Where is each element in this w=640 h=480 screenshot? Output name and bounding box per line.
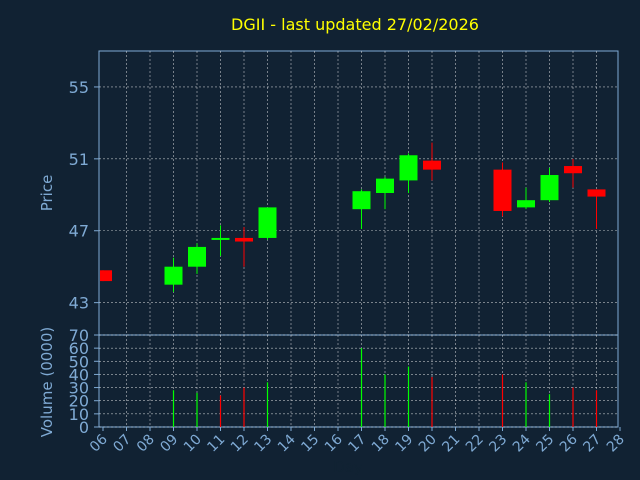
volume-tick-label: 50 [69, 352, 89, 371]
price-tick-label: 51 [69, 150, 89, 169]
candle-20 [423, 142, 441, 181]
x-tick-label: 18 [369, 432, 393, 456]
x-tick-label: 25 [533, 432, 557, 456]
x-axis-ticks: 06 07 08 09 10 11 12 13 14 15 16 17 18 19 20 21 22 23 24 25… [87, 427, 628, 455]
x-tick-label: 06 [87, 431, 111, 455]
x-tick-label: 15 [298, 432, 322, 456]
price-tick-label: 55 [69, 78, 89, 97]
volume-tick-label: 40 [69, 365, 89, 384]
volume-grid [99, 334, 618, 428]
x-tick-label: 28 [604, 432, 628, 456]
candle-body [493, 169, 512, 211]
candle-body [540, 175, 559, 201]
x-tick-label: 11 [204, 432, 228, 456]
volume-tick-label: 60 [69, 339, 89, 358]
candle-09 [164, 257, 183, 292]
candle-body [423, 160, 441, 170]
x-tick-label: 08 [134, 432, 158, 456]
x-tick-label: 23 [486, 432, 510, 456]
volume-tick-label: 70 [69, 326, 89, 345]
candles [100, 142, 606, 292]
candle-26 [564, 158, 582, 188]
x-tick-label: 24 [510, 431, 534, 455]
candle-body [235, 237, 253, 242]
volume-tick-label: 0 [79, 418, 89, 437]
volume-bars [172, 348, 598, 427]
candle-11 [211, 225, 230, 256]
candle-body [188, 246, 206, 267]
x-tick-label: 07 [110, 432, 134, 456]
volume-axis-label: Volume (0000) [38, 327, 56, 437]
volume-tick-label: 30 [69, 379, 89, 398]
price-axis-label: Price [38, 175, 56, 212]
candle-body [164, 266, 183, 285]
candle-24 [517, 187, 535, 210]
candle-body [211, 237, 230, 240]
candle-body [352, 191, 371, 210]
x-tick-label: 16 [322, 431, 346, 455]
price-tick-label: 43 [69, 294, 89, 313]
x-axis-label: Day [333, 458, 363, 476]
x-tick-label: 12 [228, 432, 252, 456]
x-tick-label: 19 [392, 432, 416, 456]
candle-17 [352, 189, 371, 229]
x-tick-label: 09 [157, 432, 181, 456]
candle-body [587, 189, 606, 197]
candle-25 [540, 167, 559, 202]
candle-19 [399, 153, 418, 193]
x-tick-label: 21 [439, 432, 463, 456]
x-tick-label: 27 [580, 432, 604, 456]
price-tick-label: 47 [69, 222, 89, 241]
candle-27 [587, 189, 606, 229]
x-tick-label: 10 [181, 432, 205, 456]
candle-body [517, 200, 535, 208]
candle-10 [188, 243, 206, 274]
candle-06 [100, 270, 112, 282]
candle-body [100, 270, 112, 282]
candle-12 [235, 227, 253, 267]
x-tick-label: 14 [275, 431, 299, 455]
x-tick-label: 20 [416, 432, 440, 456]
price-y-ticks: 43 47 51 55 [69, 78, 99, 313]
candle-23 [493, 162, 512, 217]
candle-13 [258, 207, 277, 240]
volume-tick-label: 20 [69, 392, 89, 411]
x-tick-label: 13 [251, 432, 275, 456]
candle-body [564, 166, 582, 174]
candle-body [376, 178, 394, 193]
candle-body [399, 155, 418, 181]
volume-tick-label: 10 [69, 405, 89, 424]
x-tick-label: 22 [463, 432, 487, 456]
candle-18 [376, 176, 394, 210]
x-tick-label: 26 [557, 431, 581, 455]
x-tick-label: 17 [345, 432, 369, 456]
volume-panel-frame [98, 334, 619, 428]
chart-title: DGII - last updated 27/02/2026 [231, 15, 479, 34]
candle-body [258, 207, 277, 238]
